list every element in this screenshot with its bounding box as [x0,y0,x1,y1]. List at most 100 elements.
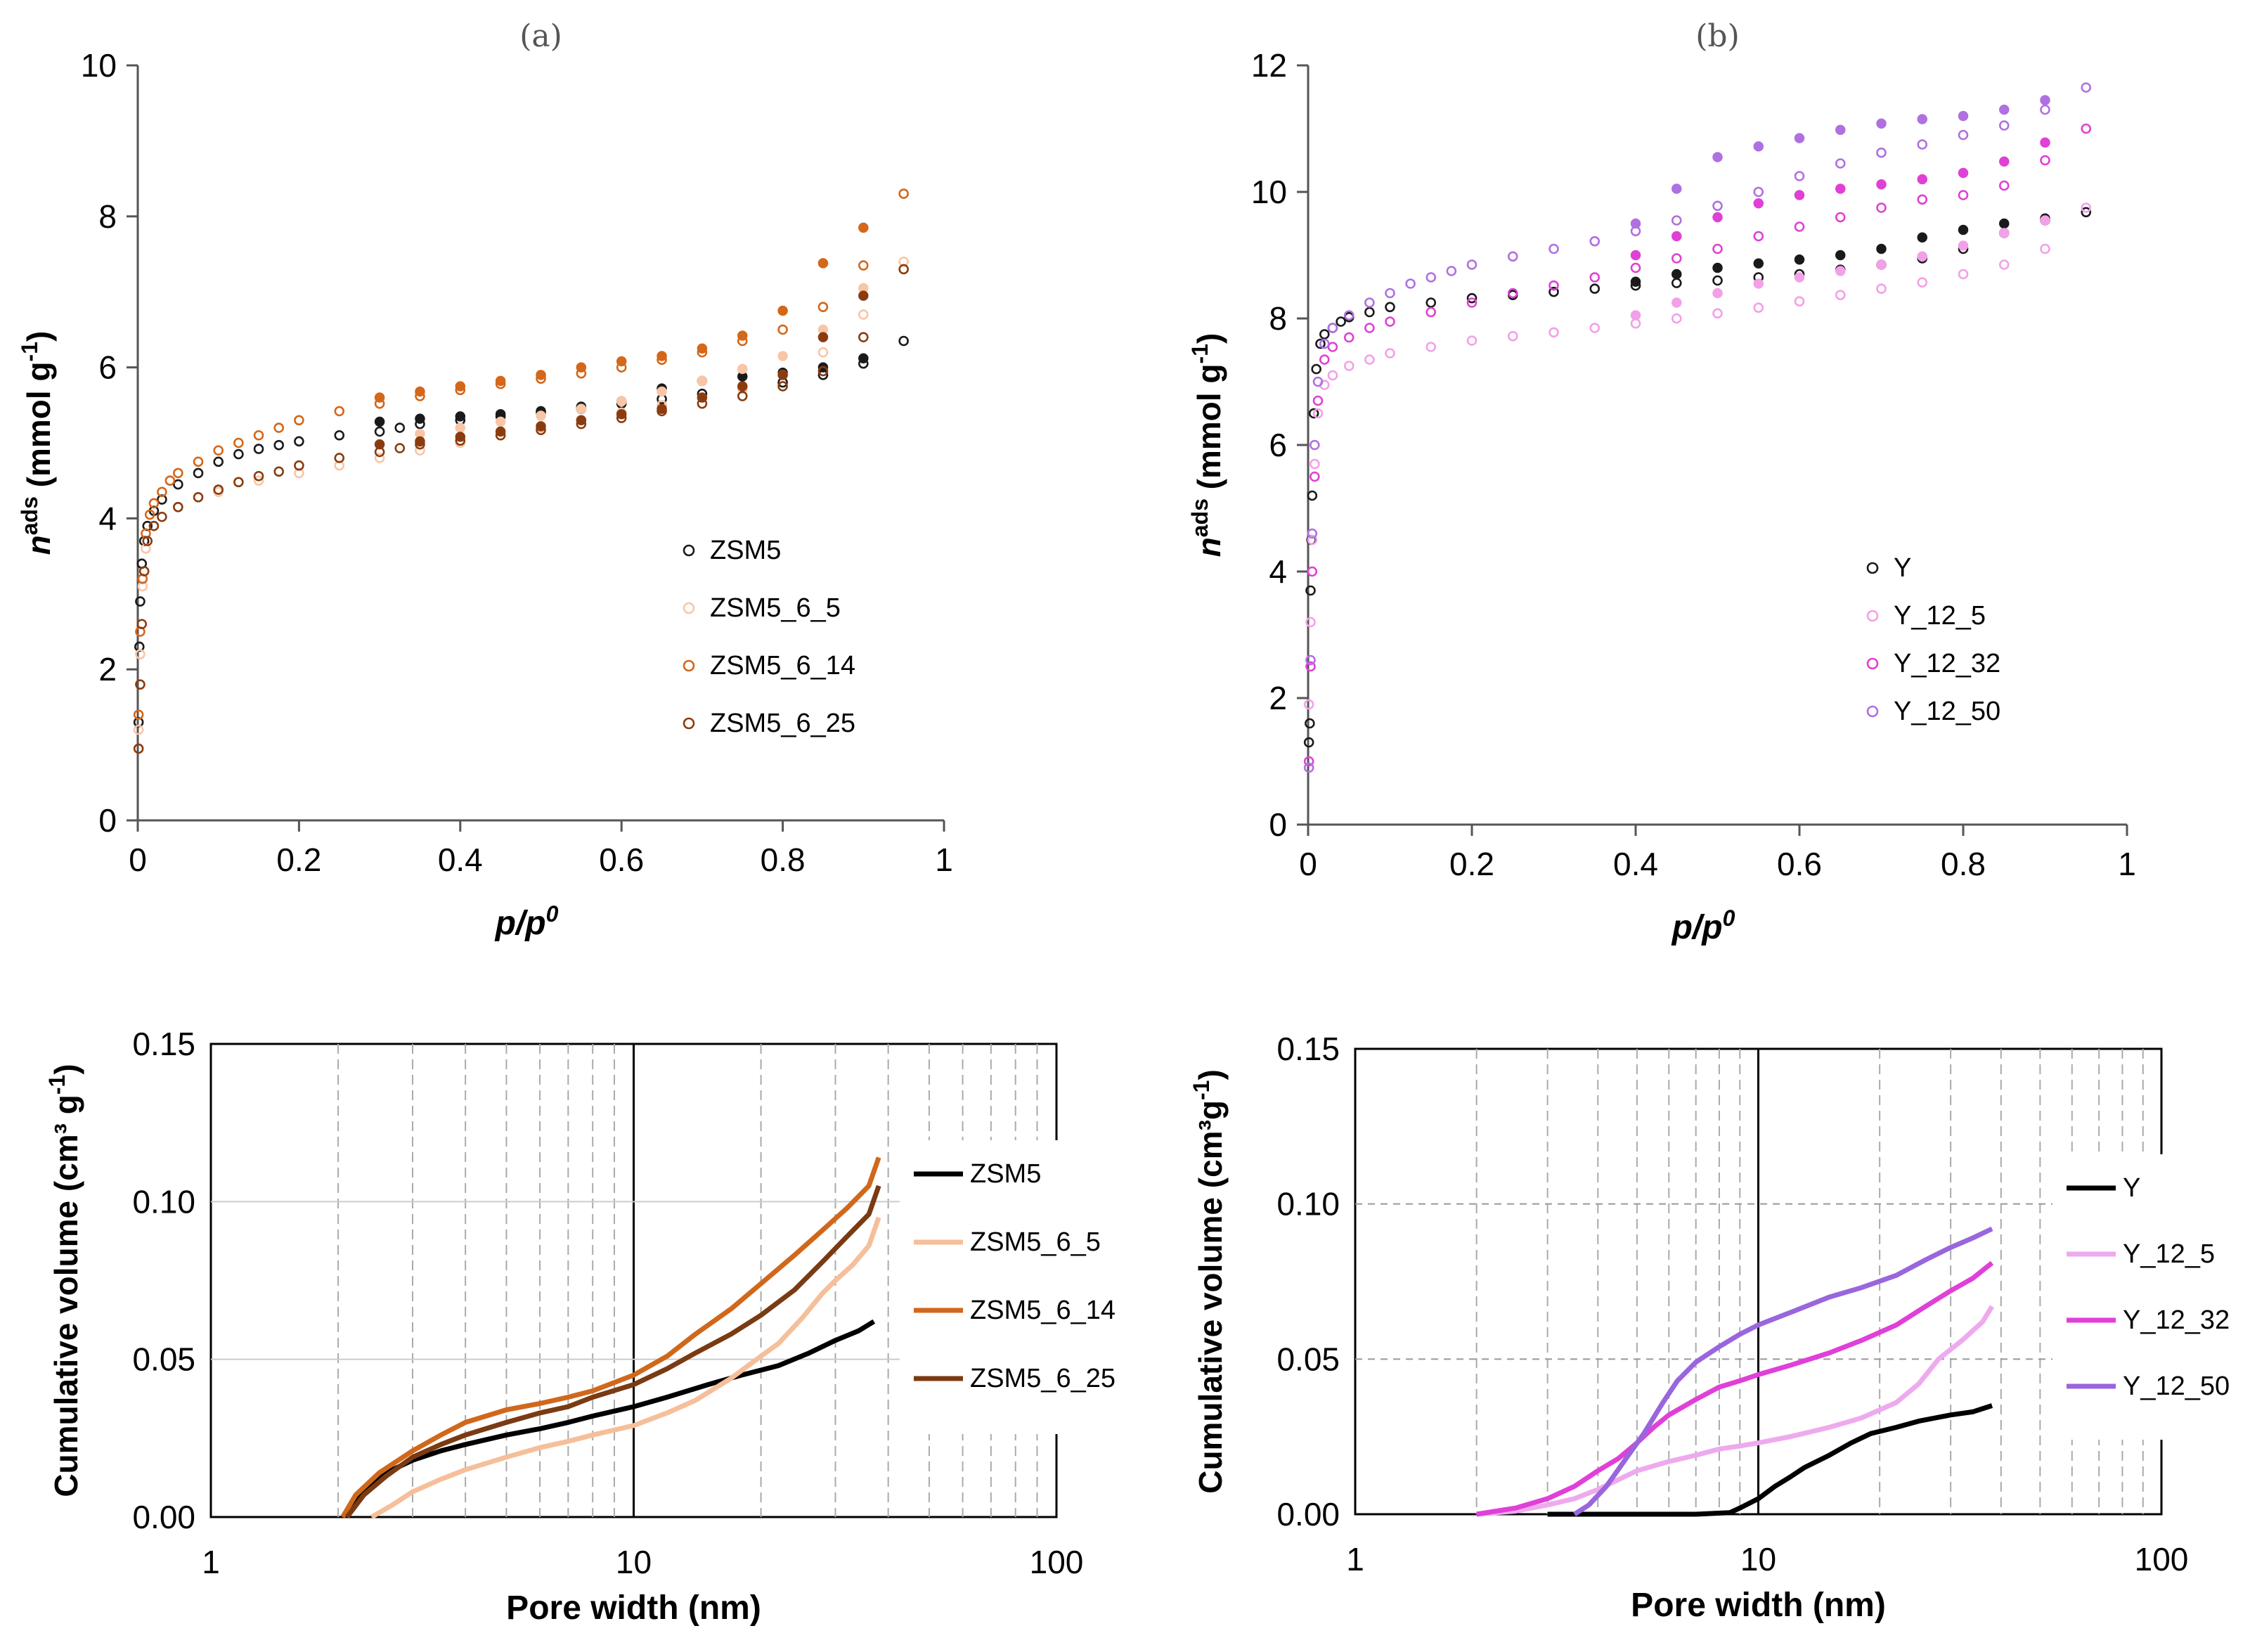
adsorption-point [273,422,285,433]
adsorption-point [1364,297,1375,308]
desorption-point [455,432,466,442]
desorption-point [1672,269,1682,280]
y-axis-label-close: ) [48,1064,84,1074]
desorption-point [657,351,667,361]
adsorption-point [1307,566,1318,577]
adsorption-point [148,498,160,509]
adsorption-point [1549,280,1559,291]
desorption-point [576,415,587,426]
series-line-ZSM5_6_14 [340,1156,881,1518]
adsorption-point [1917,139,1928,150]
desorption-point [657,386,667,397]
desorption-point [536,411,546,421]
adsorption-point [193,456,204,467]
adsorption-point [1671,278,1682,288]
adsorption-point [1343,310,1354,321]
adsorption-point [1364,354,1375,365]
legend-marker [1866,657,1879,670]
series-line-Y_12_50 [1573,1226,1993,1516]
adsorption-point [1753,231,1764,242]
x-axis-label: p/p0 [494,901,559,942]
y-axis-label: nads (mmol g-1) [1187,333,1227,557]
adsorption-point [1364,323,1375,333]
y-axis-label-unit-sup: -1 [1187,344,1213,363]
x-tick-label: 1 [202,1544,220,1580]
adsorption-point [1589,235,1601,247]
adsorption-point [294,415,304,426]
desorption-point [1630,276,1641,288]
desorption-point [777,351,788,361]
desorption-point [1835,250,1846,261]
adsorption-point [1303,737,1314,748]
y-axis-label-unit-sup: -1 [17,342,42,361]
adsorption-point [273,439,285,451]
adsorption-point [173,479,183,490]
legend-label: Y_12_5 [2123,1239,2215,1269]
adsorption-point [193,467,204,479]
desorption-point [1876,259,1887,270]
legend-marker [1866,609,1879,622]
desorption-point [1999,104,2010,115]
adsorption-point [334,453,345,463]
adsorption-point [858,309,869,320]
desorption-point [455,422,466,433]
y-tick-label: 0.15 [132,1026,195,1062]
adsorption-point [1303,762,1314,773]
adsorption-point [1319,329,1330,340]
desorption-point [1958,110,1969,122]
y-tick-label: 6 [1269,427,1287,463]
x-tick-label: 0.8 [1941,846,1986,882]
legend-label: ZSM5_6_5 [710,593,841,623]
x-tick-label: 0.4 [438,841,483,878]
legend-label: Y [1894,553,1911,583]
adsorption-point [233,437,244,449]
series-ZSM5_6_14 [133,188,909,720]
desorption-point [455,411,466,422]
adsorption-point [898,335,909,347]
legend-marker [1866,705,1879,718]
desorption-point [1712,288,1723,299]
adsorption-point [1794,171,1805,181]
y-axis-label-n: n [1191,537,1227,557]
adsorption-point [1425,272,1437,283]
desorption-point [415,436,425,447]
adsorption-point [1712,308,1723,319]
adsorption-point [1303,756,1314,767]
adsorption-point [2040,104,2050,115]
y-tick-label: 0.00 [132,1499,195,1535]
adsorption-point [2081,123,2092,134]
desorption-point [1958,224,1969,235]
desorption-point [817,258,829,269]
adsorption-point [1319,354,1330,365]
desorption-point [374,416,385,427]
legend-marker [683,717,695,730]
legend-marker [683,659,695,672]
desorption-point [1876,243,1887,254]
legend-marker [683,544,695,557]
adsorption-point [1310,471,1320,482]
adsorption-point [1507,330,1518,342]
adsorption-point [1303,699,1314,710]
legend-label: ZSM5_6_5 [970,1227,1101,1257]
x-tick-label: 1 [1346,1541,1364,1577]
desorption-point [1672,297,1682,308]
adsorption-point [157,486,167,498]
y-axis-label-unit: (mmol g [1191,363,1227,498]
desorption-point [697,375,708,387]
adsorption-point [858,332,869,342]
desorption-point [616,408,627,420]
legend-label: Y_12_32 [2123,1305,2230,1335]
desorption-point [1712,152,1723,162]
desorption-point [737,363,748,374]
adsorption-point [1753,186,1764,198]
adsorption-point [233,477,244,488]
desorption-point [2040,137,2050,148]
adsorption-point [1671,253,1682,264]
desorption-point [777,305,788,316]
adsorption-point [253,470,264,482]
y-tick-label: 2 [98,651,117,688]
adsorption-point [133,724,144,735]
adsorption-point [1549,243,1559,254]
series-line-ZSM5 [340,1319,876,1518]
